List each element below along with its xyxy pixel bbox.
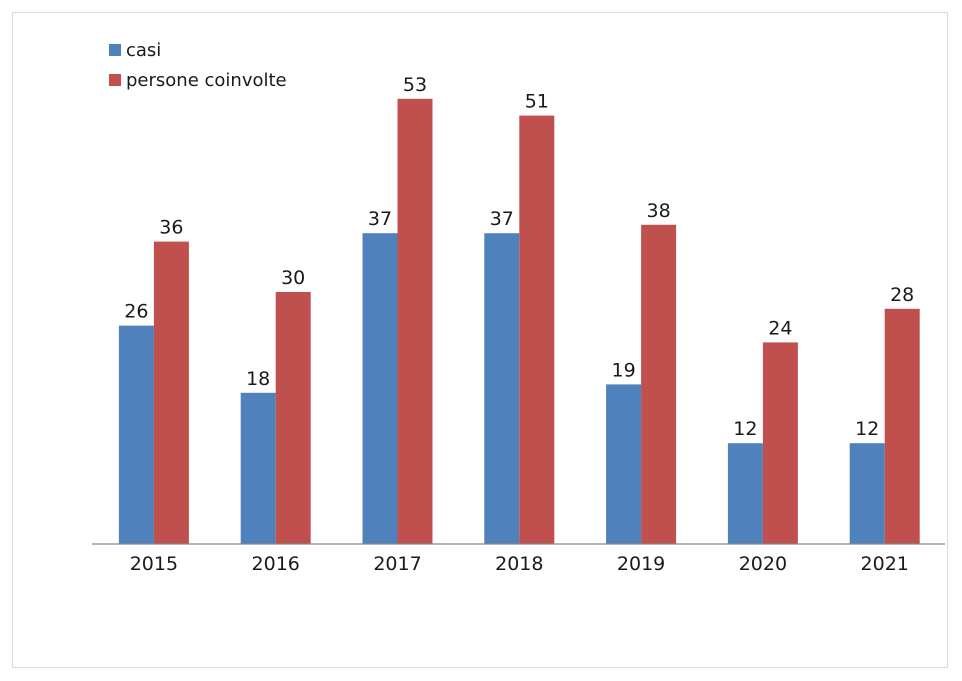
data-label-2020-casi: 12 xyxy=(733,418,757,440)
data-label-2017-persone-coinvolte: 53 xyxy=(403,74,427,96)
data-label-2018-casi: 37 xyxy=(490,208,514,230)
bar-2021-casi xyxy=(849,443,885,544)
bar-2015-casi xyxy=(118,325,154,544)
x-tick-label-2016: 2016 xyxy=(252,553,300,575)
legend: casi persone coinvolte xyxy=(109,40,287,91)
bar-2020-casi xyxy=(727,443,763,544)
bar-2020-persone-coinvolte xyxy=(762,342,798,544)
x-tick-label-2017: 2017 xyxy=(373,553,421,575)
bar-2019-persone-coinvolte xyxy=(641,224,677,545)
data-label-2015-persone-coinvolte: 36 xyxy=(159,217,183,239)
data-label-2021-persone-coinvolte: 28 xyxy=(890,284,914,306)
bar-2015-persone-coinvolte xyxy=(153,241,189,544)
x-tick-label-2018: 2018 xyxy=(495,553,543,575)
data-label-2017-casi: 37 xyxy=(368,208,392,230)
data-label-2016-casi: 18 xyxy=(246,368,270,390)
x-tick-label-2015: 2015 xyxy=(130,553,178,575)
bar-2017-casi xyxy=(362,233,398,544)
data-label-2018-persone-coinvolte: 51 xyxy=(525,91,549,113)
data-label-2020-persone-coinvolte: 24 xyxy=(768,317,792,339)
legend-label-casi: casi xyxy=(126,40,161,61)
legend-label-persone-coinvolte: persone coinvolte xyxy=(126,70,287,91)
x-tick-label-2021: 2021 xyxy=(861,553,909,575)
data-label-2015-casi: 26 xyxy=(124,301,148,323)
legend-swatch-persone-coinvolte xyxy=(109,74,121,86)
bar-2016-casi xyxy=(240,392,276,544)
data-label-2016-persone-coinvolte: 30 xyxy=(281,267,305,289)
data-label-2021-casi: 12 xyxy=(855,418,879,440)
bar-2016-persone-coinvolte xyxy=(275,292,311,544)
bar-2018-casi xyxy=(484,233,520,544)
bar-2021-persone-coinvolte xyxy=(884,308,920,544)
bar-2017-persone-coinvolte xyxy=(397,98,433,545)
x-tick-label-2019: 2019 xyxy=(617,553,665,575)
x-tick-label-2020: 2020 xyxy=(739,553,787,575)
legend-swatch-casi xyxy=(109,44,121,56)
bar-2019-casi xyxy=(606,384,642,544)
bar-2018-persone-coinvolte xyxy=(519,115,555,544)
data-label-2019-persone-coinvolte: 38 xyxy=(647,200,671,222)
data-label-2019-casi: 19 xyxy=(612,359,636,381)
